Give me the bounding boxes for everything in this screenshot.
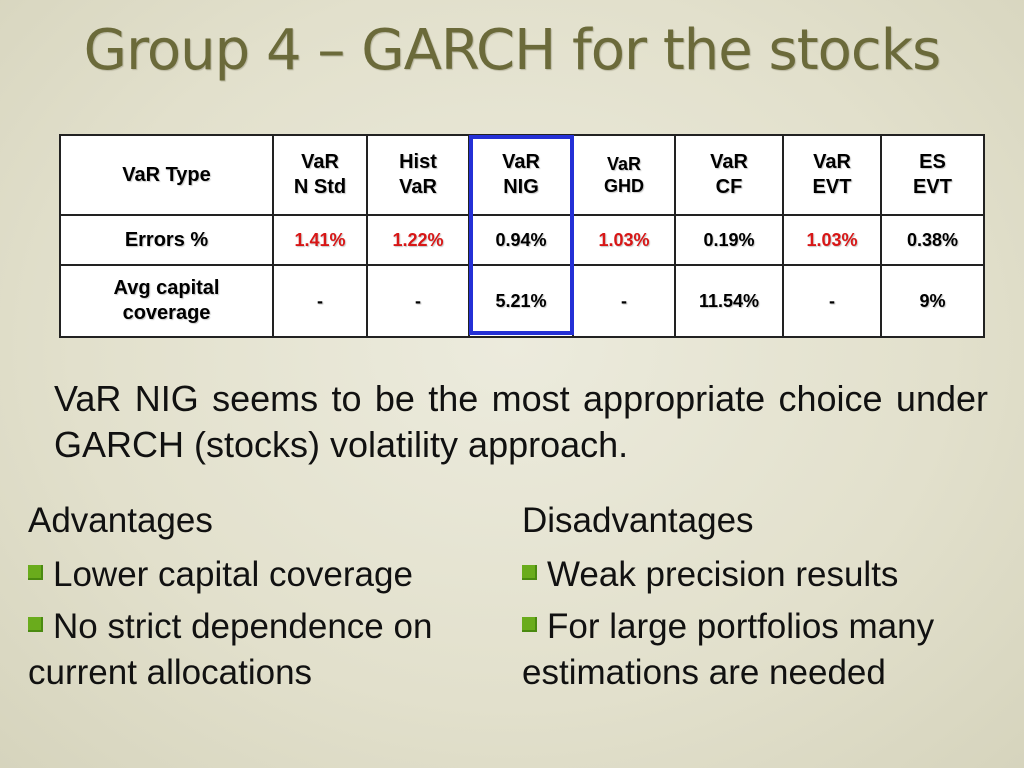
advantages-column: Advantages Lower capital coverage No str… [28, 496, 498, 702]
square-bullet-icon [522, 565, 537, 580]
row-label-capital: Avg capital coverage [59, 264, 274, 338]
capital-var-ghd: - [572, 264, 676, 338]
table-row-errors: Errors % 1.41% 1.22% 0.94% 1.03% 0.19% 1… [59, 214, 985, 266]
table-header-row: VaR Type VaR N Std Hist VaR VaR NIG VaR GHD … [59, 134, 985, 216]
capital-hist-var: - [366, 264, 470, 338]
header-var-type: VaR Type [59, 134, 274, 216]
square-bullet-icon [522, 617, 537, 632]
header-var-cf: VaR CF [674, 134, 784, 216]
square-bullet-icon [28, 565, 43, 580]
errors-hist-var: 1.22% [366, 214, 470, 266]
disadvantages-column: Disadvantages Weak precision results For… [522, 496, 962, 702]
row-label-errors: Errors % [59, 214, 274, 266]
advantages-heading: Advantages [28, 501, 213, 540]
errors-var-ghd: 1.03% [572, 214, 676, 266]
list-item: For large portfolios many estimations ar… [522, 607, 935, 692]
header-hist-var: Hist VaR [366, 134, 470, 216]
header-var-evt: VaR EVT [782, 134, 882, 216]
errors-var-evt: 1.03% [782, 214, 882, 266]
disadvantages-heading: Disadvantages [522, 501, 754, 540]
errors-es-evt: 0.38% [880, 214, 985, 266]
list-item: No strict dependence on current allocati… [28, 607, 433, 692]
header-es-evt: ES EVT [880, 134, 985, 216]
capital-var-nig: 5.21% [468, 264, 574, 338]
list-item: Weak precision results [522, 552, 962, 598]
header-var-n-std: VaR N Std [272, 134, 368, 216]
capital-es-evt: 9% [880, 264, 985, 338]
conclusion-paragraph: VaR NIG seems to be the most appropriate… [54, 378, 988, 465]
slide-title: Group 4 – GARCH for the stocks [83, 18, 942, 83]
list-item: Lower capital coverage [28, 552, 498, 598]
capital-var-n-std: - [272, 264, 368, 338]
table-row-capital: Avg capital coverage - - 5.21% - 11.54% -… [59, 264, 985, 338]
selected-column-highlight [469, 135, 574, 335]
capital-var-cf: 11.54% [674, 264, 784, 338]
var-comparison-table: VaR Type VaR N Std Hist VaR VaR NIG VaR GHD … [59, 134, 985, 338]
errors-var-n-std: 1.41% [272, 214, 368, 266]
square-bullet-icon [28, 617, 43, 632]
errors-var-cf: 0.19% [674, 214, 784, 266]
header-var-ghd: VaR GHD [572, 134, 676, 216]
capital-var-evt: - [782, 264, 882, 338]
errors-var-nig: 0.94% [468, 214, 574, 266]
